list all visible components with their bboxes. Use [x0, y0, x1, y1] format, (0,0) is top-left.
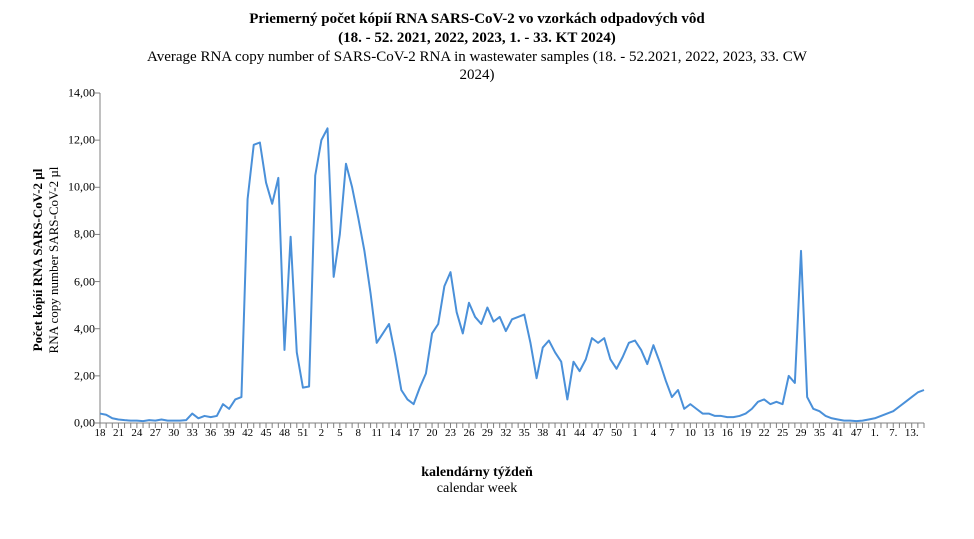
xtick-label: 2 [319, 427, 325, 439]
ytick-label: 4,00 [50, 321, 95, 336]
xtick-label: 47 [593, 427, 604, 439]
subtitle-line-1: Average RNA copy number of SARS-CoV-2 RN… [10, 48, 944, 67]
xtick-label: 25 [777, 427, 788, 439]
ytick-label: 12,00 [50, 133, 95, 148]
xtick-label: 23 [445, 427, 456, 439]
xtick-label: 1 [632, 427, 638, 439]
xtick-label: 33 [187, 427, 198, 439]
xtick-label: 50 [611, 427, 622, 439]
subtitle-line-2: 2024) [10, 66, 944, 85]
xtick-label: 21 [113, 427, 124, 439]
xtick-label: 32 [500, 427, 511, 439]
xtick-label: 36 [205, 427, 216, 439]
xtick-label: 42 [242, 427, 253, 439]
xtick-label: 11 [371, 427, 382, 439]
chart-titles: Priemerný počet kópií RNA SARS-CoV-2 vo … [10, 10, 944, 85]
xtick-label: 30 [168, 427, 179, 439]
plot-area: 0,002,004,006,008,0010,0012,0014,00 1821… [100, 93, 924, 423]
ytick-label: 8,00 [50, 227, 95, 242]
xtick-label: 7. [889, 427, 897, 439]
chart-container: Priemerný počet kópií RNA SARS-CoV-2 vo … [0, 0, 974, 539]
title-line-2: (18. - 52. 2021, 2022, 2023, 1. - 33. KT… [10, 29, 944, 48]
ytick-labels: 0,002,004,006,008,0010,0012,0014,00 [50, 93, 95, 423]
ytick-label: 14,00 [50, 86, 95, 101]
xtick-label: 16 [722, 427, 733, 439]
xtick-label: 29 [482, 427, 493, 439]
xtick-label: 5 [337, 427, 343, 439]
xtick-label: 35 [814, 427, 825, 439]
xtick-label: 20 [427, 427, 438, 439]
xtick-label: 24 [131, 427, 142, 439]
xtick-label: 13 [703, 427, 714, 439]
xtick-label: 41 [556, 427, 567, 439]
xtick-label: 38 [537, 427, 548, 439]
xtick-label: 51 [297, 427, 308, 439]
yaxis-label-bold: Počet kópií RNA SARS-CoV-2 µl [30, 120, 46, 400]
xtick-label: 41 [832, 427, 843, 439]
xaxis-label-reg: calendar week [10, 481, 944, 497]
xtick-label: 14 [390, 427, 401, 439]
xaxis-label-bold: kalendárny týždeň [10, 465, 944, 481]
xtick-label: 29 [796, 427, 807, 439]
title-line-1: Priemerný počet kópií RNA SARS-CoV-2 vo … [10, 10, 944, 29]
xtick-label: 19 [740, 427, 751, 439]
ytick-label: 10,00 [50, 180, 95, 195]
xtick-label: 45 [261, 427, 272, 439]
xtick-label: 4 [651, 427, 657, 439]
xtick-label: 18 [95, 427, 106, 439]
ytick-label: 2,00 [50, 368, 95, 383]
xtick-label: 1. [871, 427, 879, 439]
data-line [100, 128, 924, 421]
xtick-label: 48 [279, 427, 290, 439]
xtick-label: 8 [356, 427, 362, 439]
xtick-label: 10 [685, 427, 696, 439]
xtick-label: 47 [851, 427, 862, 439]
xtick-label: 13. [905, 427, 919, 439]
xtick-label: 39 [224, 427, 235, 439]
xtick-labels: 1821242730333639424548512581114172023262… [100, 423, 924, 443]
xtick-label: 7 [669, 427, 675, 439]
xaxis-label: kalendárny týždeň calendar week [10, 465, 944, 497]
xtick-label: 17 [408, 427, 419, 439]
xtick-label: 22 [759, 427, 770, 439]
xtick-label: 35 [519, 427, 530, 439]
ytick-label: 0,00 [50, 416, 95, 431]
xtick-label: 26 [463, 427, 474, 439]
line-chart-svg [100, 93, 924, 423]
xtick-label: 27 [150, 427, 161, 439]
ytick-label: 6,00 [50, 274, 95, 289]
xtick-label: 44 [574, 427, 585, 439]
